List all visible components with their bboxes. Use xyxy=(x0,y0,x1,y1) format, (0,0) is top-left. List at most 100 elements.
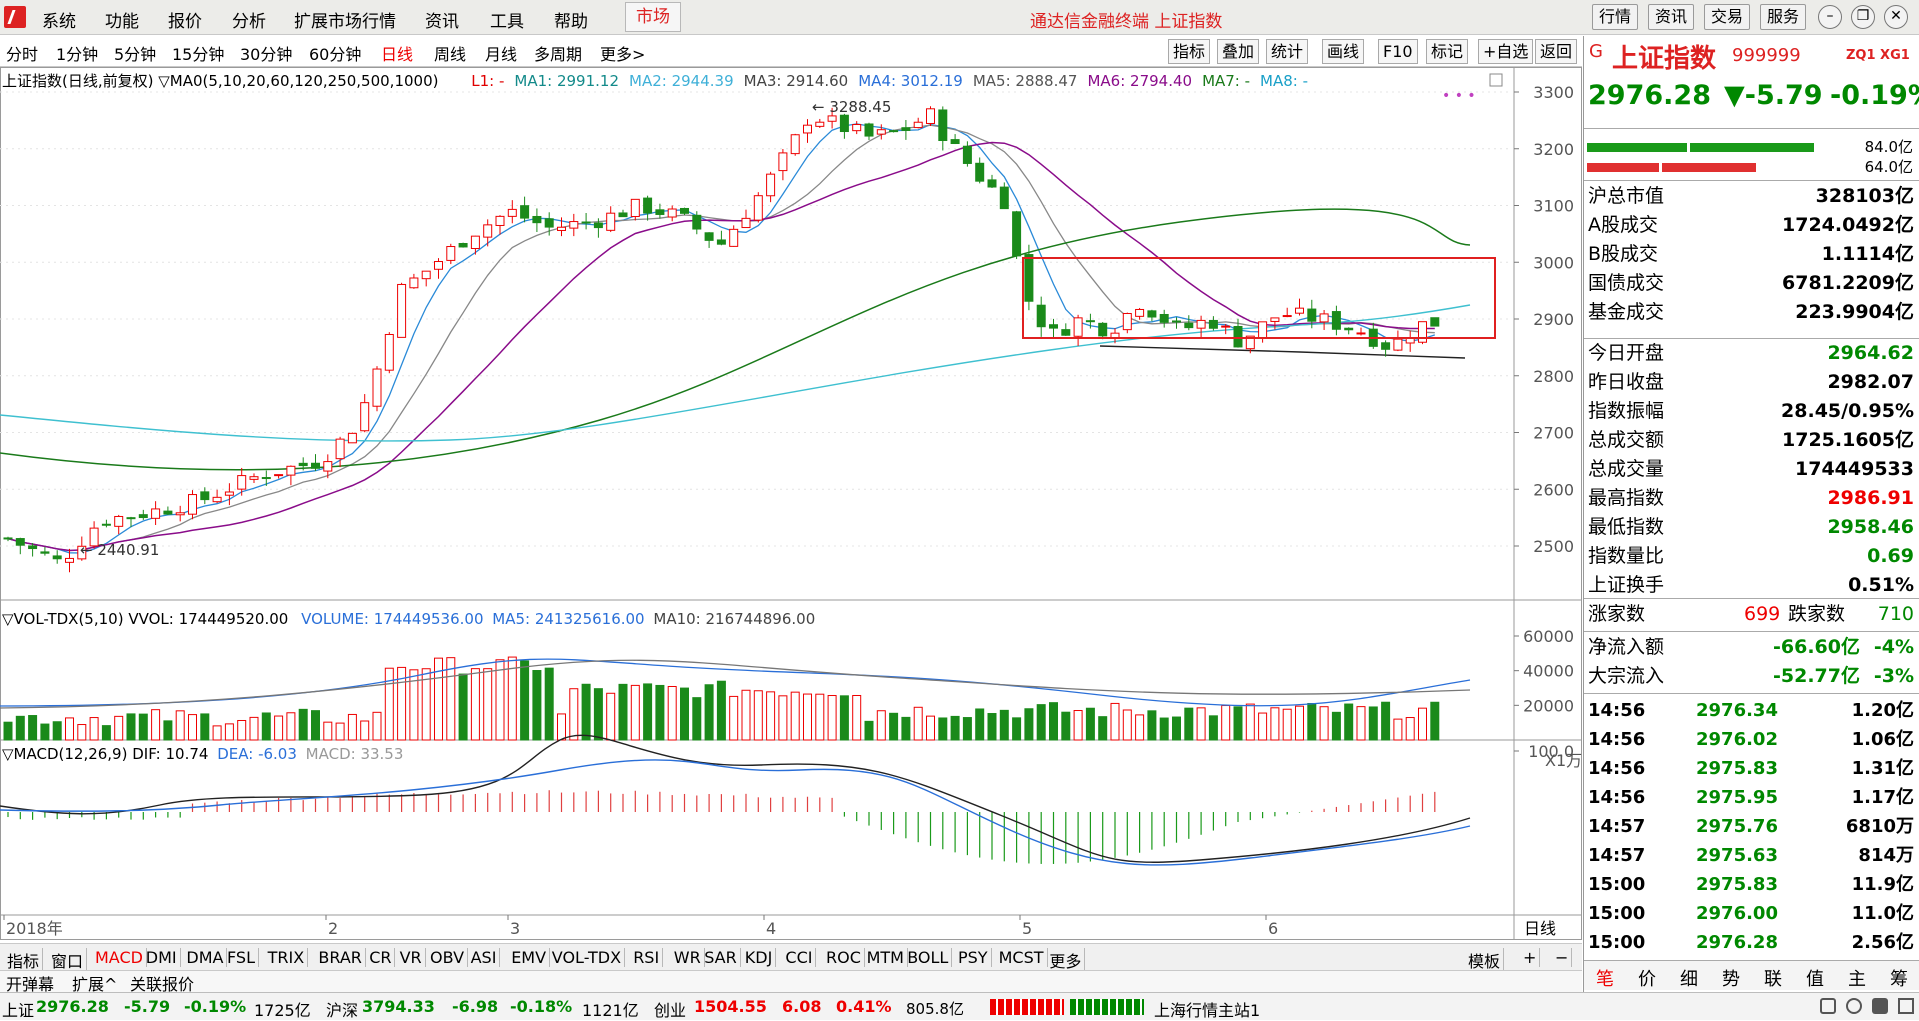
panel-tab[interactable]: 笔 xyxy=(1596,969,1614,990)
indicator-tab-kdj[interactable]: KDJ xyxy=(742,948,777,967)
indicator-tab-brar[interactable]: BRAR xyxy=(315,948,366,967)
menu-analysis[interactable]: 分析 xyxy=(232,12,266,32)
zoom-in-icon[interactable]: + xyxy=(1520,948,1541,967)
period-60min[interactable]: 60分钟 xyxy=(309,45,362,64)
cy-value: 1504.55 xyxy=(694,997,767,1016)
volume-bar xyxy=(1381,701,1391,741)
monitor-icon[interactable] xyxy=(1872,998,1888,1014)
menu-news[interactable]: 资讯 xyxy=(425,12,459,32)
indicator-tab-sar[interactable]: SAR xyxy=(701,948,741,967)
period-daily[interactable]: 日线 xyxy=(381,45,414,64)
indicator-tab-rsi[interactable]: RSI xyxy=(630,948,664,967)
period-more[interactable]: 更多> xyxy=(600,45,646,64)
panel-tab[interactable]: 价 xyxy=(1638,969,1656,990)
panel-tab[interactable]: 筹 xyxy=(1890,969,1908,990)
indicator-tab-vol-tdx[interactable]: VOL-TDX xyxy=(549,948,626,967)
candle-body xyxy=(1012,211,1022,257)
period-1min[interactable]: 1分钟 xyxy=(56,45,99,64)
top-quote-button[interactable]: 行情 xyxy=(1592,4,1639,30)
menu-quote[interactable]: 报价 xyxy=(168,12,202,32)
indicator-tab-dma[interactable]: DMA xyxy=(183,948,228,967)
candle-body xyxy=(569,221,579,229)
close-icon[interactable]: ✕ xyxy=(1884,5,1908,29)
volume-bar xyxy=(347,713,357,741)
period-30min[interactable]: 30分钟 xyxy=(240,45,293,64)
indicator-button[interactable]: 指标 xyxy=(1168,39,1211,64)
indicator-tab-指标[interactable]: 指标 xyxy=(4,948,44,972)
back-button[interactable]: 返回 xyxy=(1535,39,1578,64)
tick-amount: 6810万 xyxy=(1845,816,1914,837)
f10-button[interactable]: F10 xyxy=(1378,39,1418,64)
period-weekly[interactable]: 周线 xyxy=(434,45,467,64)
menu-help[interactable]: 帮助 xyxy=(554,12,588,32)
zoom-out-icon[interactable]: − xyxy=(1552,948,1573,967)
indicator-tab-obv[interactable]: OBV xyxy=(427,948,469,967)
alert-icon[interactable] xyxy=(1846,998,1862,1014)
indicator-tab-psy[interactable]: PSY xyxy=(955,948,992,967)
tick-price: 2976.02 xyxy=(1696,729,1778,750)
candle-body xyxy=(1073,317,1083,337)
top-news-button[interactable]: 资讯 xyxy=(1648,4,1695,30)
volume-bar xyxy=(581,683,591,741)
menu-system[interactable]: 系统 xyxy=(42,12,76,32)
period-monthly[interactable]: 月线 xyxy=(485,45,518,64)
indicator-tab-fsl[interactable]: FSL xyxy=(224,948,259,967)
indicator-tab-wr[interactable]: WR xyxy=(671,948,705,967)
statistics-button[interactable]: 统计 xyxy=(1266,39,1309,64)
period-5min[interactable]: 5分钟 xyxy=(114,45,157,64)
candle-body xyxy=(1356,332,1366,335)
danmaku-toggle[interactable]: 开弹幕 xyxy=(6,975,55,994)
draw-button[interactable]: 画线 xyxy=(1322,39,1365,64)
volume-bar xyxy=(729,695,739,741)
top-service-button[interactable]: 服务 xyxy=(1760,4,1807,30)
indicator-tab-macd[interactable]: MACD xyxy=(92,948,147,967)
period-tick[interactable]: 分时 xyxy=(6,45,39,64)
candle-body xyxy=(803,124,812,134)
panel-tab[interactable]: 细 xyxy=(1680,969,1698,990)
indicator-tab-emv[interactable]: EMV xyxy=(508,948,551,967)
indicator-tab-dmi[interactable]: DMI xyxy=(143,948,181,967)
indicator-tab-cr[interactable]: CR xyxy=(366,948,396,967)
restore-icon[interactable]: ❐ xyxy=(1851,5,1875,29)
indicator-tab-roc[interactable]: ROC xyxy=(823,948,865,967)
kline-chart[interactable]: 2018年 2 3 4 5 6 日线 3300 3200 3100 3000 2900 2800 270… xyxy=(0,67,1582,940)
settings-icon[interactable] xyxy=(1898,998,1914,1014)
indicator-tab-trix[interactable]: TRIX xyxy=(265,948,309,967)
indicator-tab-mtm[interactable]: MTM xyxy=(864,948,908,967)
indicator-tab-vr[interactable]: VR xyxy=(397,948,426,967)
period-multi[interactable]: 多周期 xyxy=(534,45,583,64)
panel-tab[interactable]: 势 xyxy=(1722,969,1740,990)
menu-ext-market[interactable]: 扩展市场行情 xyxy=(294,12,396,32)
candle-body xyxy=(434,261,443,270)
menu-function[interactable]: 功能 xyxy=(105,12,139,32)
indicator-tab-cci[interactable]: CCI xyxy=(782,948,817,967)
volume-bar xyxy=(655,684,665,741)
related-quote-toggle[interactable]: 关联报价 xyxy=(130,975,195,994)
time-label: 6 xyxy=(1268,919,1278,938)
panel-tab[interactable]: 主 xyxy=(1848,969,1866,990)
candle-body xyxy=(1049,324,1058,329)
period-15min[interactable]: 15分钟 xyxy=(172,45,225,64)
volume-bar xyxy=(470,668,480,741)
menu-market[interactable]: 市场 xyxy=(625,2,681,32)
indicator-tab-mcst[interactable]: MCST xyxy=(996,948,1048,967)
panel-tab[interactable]: 值 xyxy=(1806,969,1824,990)
indicator-tab-asi[interactable]: ASI xyxy=(468,948,501,967)
indicator-tab-更多[interactable]: 更多 xyxy=(1046,948,1086,972)
indicator-tab-boll[interactable]: BOLL xyxy=(904,948,953,967)
candle-body xyxy=(52,555,62,560)
template-button[interactable]: 模板 xyxy=(1465,948,1505,972)
lock-icon[interactable] xyxy=(1820,998,1836,1014)
mark-button[interactable]: 标记 xyxy=(1426,39,1469,64)
top-trade-button[interactable]: 交易 xyxy=(1704,4,1751,30)
chart-annotations: ← 3288.45 ← 2440.91 • • • xyxy=(80,73,1503,559)
menu-tools[interactable]: 工具 xyxy=(490,12,524,32)
panel-tab[interactable]: 联 xyxy=(1764,969,1782,990)
candle-body xyxy=(495,215,505,226)
extend-toggle[interactable]: 扩展^ xyxy=(72,975,118,994)
legend-item: MA7: - xyxy=(1202,72,1251,90)
minimize-icon[interactable]: – xyxy=(1818,5,1842,29)
add-watchlist-button[interactable]: +自选 xyxy=(1478,39,1534,64)
indicator-tab-窗口[interactable]: 窗口 xyxy=(48,948,88,972)
overlay-button[interactable]: 叠加 xyxy=(1217,39,1260,64)
